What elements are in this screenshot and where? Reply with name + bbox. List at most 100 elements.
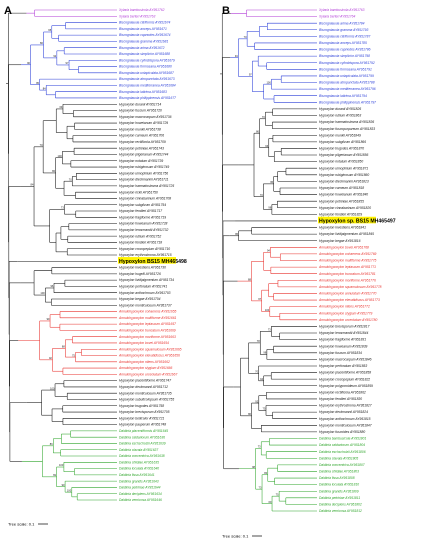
bootstrap-value: 70 xyxy=(262,115,265,119)
leaf-label: Daldinia concentrica AY951638 xyxy=(119,454,165,458)
leaf-label: Daldinia childiae AY951803 xyxy=(319,470,359,474)
bootstrap-value: 95 xyxy=(36,81,39,85)
leaf-label: Hypoxylon dieckmannii AY951823 xyxy=(319,179,369,183)
leaf-label: Hypoxylon howeianum AY951840 xyxy=(319,193,368,197)
leaf-label: Hypoxylon cinnabarinum AY951708 xyxy=(119,197,171,201)
leaf-label: Hypoxylon duranii AY951826 xyxy=(319,107,361,111)
bootstrap-value: 98 xyxy=(252,465,255,469)
leaf-label: Hypoxylon placentiforme AY951747 xyxy=(119,379,171,383)
leaf-label: Annulohypoxylon squamulosum AY951665 xyxy=(118,347,182,351)
leaf-label: Annulohypoxylon squamulosum AY951778 xyxy=(318,285,382,289)
leaf-label: Annulohypoxylon multiforme AY951661 xyxy=(118,316,177,320)
leaf-label: Hypoxylon anthochroum AY951703 xyxy=(119,291,171,295)
leaf-label: Daldinia loculata AY951810 xyxy=(319,483,359,487)
leaf-label: Annulohypoxylon truncatum AY951669 xyxy=(118,328,176,332)
leaf-label: Annulohypoxylon nitens AY951662 xyxy=(118,360,170,364)
bootstrap-value: 75 xyxy=(263,407,266,411)
bootstrap-value: 94 xyxy=(267,248,270,252)
bootstrap-value: 100 xyxy=(57,154,62,158)
leaf-label: Hypoxylon howeanum AY951728 xyxy=(119,222,168,226)
leaf-label: Biscogniauxia formosana AY951791 xyxy=(319,67,372,71)
bootstrap-value: 69 xyxy=(59,105,62,109)
leaf-label: Daldinia eschscholzii AY951639 xyxy=(119,442,166,446)
leaf-label: Biscogniauxia philippinensis AY951677 xyxy=(119,96,176,100)
leaf-label: Hypoxylon subgilvum AY951866 xyxy=(319,140,366,144)
leaf-label: Hypoxylon carneum AY951706 xyxy=(119,134,164,138)
leaf-label: Daldinia placentiformis AY951645 xyxy=(119,429,168,433)
leaf-label: Hypoxylon pilgerianum AY951856 xyxy=(319,153,368,157)
leaf-label: Xylaria bambusicola AY951763 xyxy=(318,8,365,12)
leaf-label: Annulohypoxylon elevatidiscus AY951773 xyxy=(318,298,380,302)
leaf-label: Hypoxylon erythrostroma AY951715 xyxy=(119,253,172,257)
leaf-label: Hypoxylon rectillicola AY951862 xyxy=(319,390,366,394)
leaf-label: Daldinia clavata AY951637 xyxy=(119,448,158,452)
leaf-label: Hypoxylon investiens AY951730 xyxy=(119,266,166,270)
leaf-label: Hypoxylon fendleri AY951718 xyxy=(119,241,162,245)
bootstrap-value: 73 xyxy=(268,328,271,332)
leaf-label: Biscogniauxia formosana AY951680 xyxy=(119,65,172,69)
leaf-label: Daldinia childiae AY951635 xyxy=(119,460,159,464)
leaf-label: Biscogniauxia philippinensis AY951797 xyxy=(319,100,376,104)
leaf-label: Daldinia concentrica AY951807 xyxy=(319,463,365,467)
leaf-label: Hypoxylon trugodes AY951870 xyxy=(319,147,364,151)
leaf-label: Daldinia fissa AY951641 xyxy=(119,473,155,477)
leaf-label: Hypoxylon fuscum AY951720 xyxy=(119,109,162,113)
leaf-label: Annulohypoxylon cohaerens AY951769 xyxy=(318,252,377,256)
leaf-label: Hypoxylon howeianum AY951729 xyxy=(119,121,168,125)
leaf-label: Hypoxylon fragiforme AY951831 xyxy=(319,338,366,342)
bootstrap-value: 86 xyxy=(50,442,53,446)
leaf-label: Daldinia grandis AY951643 xyxy=(119,479,159,483)
bootstrap-value: 78 xyxy=(257,339,260,343)
leaf-label: Hypoxylon carneum AY951818 xyxy=(319,186,364,190)
bootstrap-value: 86 xyxy=(256,129,259,133)
leaf-label: Biscogniauxia anceps AY951785 xyxy=(319,41,367,45)
leaf-label: Biscogniauxia anceps AY951671 xyxy=(119,27,167,31)
bootstrap-value: 98 xyxy=(263,351,266,355)
bootstrap-value: 97 xyxy=(258,297,261,301)
leaf-label: Hypoxylon fendleri AY951717 xyxy=(119,209,162,213)
leaf-label: Hypoxylon macrocarpum AY951736 xyxy=(119,115,172,119)
bootstrap-value: 96 xyxy=(265,144,268,148)
leaf-label: Annulohypoxylon cohaerens AY951655 xyxy=(118,310,177,314)
bootstrap-value: 100 xyxy=(59,463,64,467)
bootstrap-value: 98 xyxy=(268,206,271,210)
leaf-label: Hypoxylon monticulosum AY951847 xyxy=(319,423,372,427)
leaf-label: Biscogniauxia arima AY951672 xyxy=(119,46,165,50)
leaf-label: Hypoxylon erythrostroma AY951827 xyxy=(319,404,372,408)
leaf-label: Hypoxylon lividipigmentum AY951734 xyxy=(119,278,174,282)
bootstrap-value: 96 xyxy=(50,284,53,288)
leaf-label: Hypoxylon monticulosum AY951735 xyxy=(119,391,172,395)
bootstrap-value: 97 xyxy=(66,61,69,65)
leaf-label: Annulohypoxylon nitens AY951772 xyxy=(318,305,370,309)
bootstrap-value: 75 xyxy=(276,492,279,496)
leaf-label: Hypoxylon placentiforme AY951858 xyxy=(319,371,371,375)
bootstrap-value: 90 xyxy=(27,61,30,65)
leaf-label: Hypoxylon bellicolor AY951721 xyxy=(119,416,164,420)
leaf-label: Hypoxylon monticulosum AY951737 xyxy=(119,303,172,307)
leaf-label: Hypoxylon investiens AY951841 xyxy=(319,226,366,230)
leaf-label: Hypoxylon munkii AY951738 xyxy=(119,127,161,131)
leaf-label: Biscogniauxia arima AY951784 xyxy=(319,21,365,25)
bootstrap-value: 70 xyxy=(244,35,247,39)
leaf-label: Biscogniauxia cylindrispora AY951792 xyxy=(319,61,375,65)
bootstrap-value: 100 xyxy=(266,80,271,84)
bootstrap-value: 100 xyxy=(265,308,270,312)
leaf-label: Hypoxylon perforatum AY951741 xyxy=(119,285,167,289)
leaf-label: Hypoxylon rubiginosum AY951860 xyxy=(319,173,369,177)
bootstrap-value: 70 xyxy=(69,177,72,181)
bootstrap-value: 69 xyxy=(269,500,272,504)
leaf-label: Hypoxylon subuticolopsum AY951755 xyxy=(119,398,174,402)
leaf-label: Annulohypoxylon truncatum AY951781 xyxy=(318,272,376,276)
leaf-label: Xylaria bambusicola AY951762 xyxy=(118,8,165,12)
leaf-label: Hypoxylon notatum AY951850 xyxy=(319,160,363,164)
leaf-label: Daldinia vernicosa AY951646 xyxy=(119,498,162,502)
bootstrap-value: 94 xyxy=(260,377,263,381)
panel-a-tree: A 95 97 92 80 84 95 90 69 100 70 80 70 73 84 96 100 99 75 8… xyxy=(4,5,187,526)
leaf-label: Hypoxylon cinnabarinum AY951820 xyxy=(319,206,371,210)
leaf-label: Xylaria berteri AY951764 xyxy=(318,15,355,19)
leaf-label: Hypoxylon munkii AY951849 xyxy=(319,133,361,137)
leaf-label: Biscogniauxia atropunctata AY951788 xyxy=(319,81,375,85)
leaf-label: Hypoxylon subgilvum AY951754 xyxy=(119,203,166,207)
leaf-label: Hypoxylon fuscum AY951834 xyxy=(319,351,362,355)
leaf-label: Hypoxylon lenormandii AY951844 xyxy=(319,331,368,335)
